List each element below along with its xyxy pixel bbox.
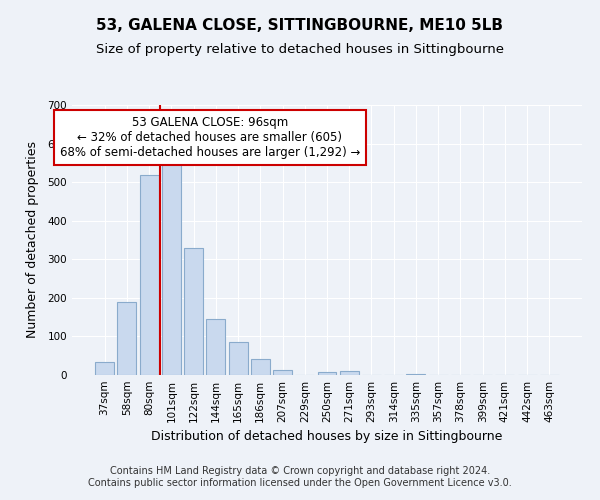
Bar <box>229 342 248 375</box>
Bar <box>162 160 181 375</box>
Text: Contains HM Land Registry data © Crown copyright and database right 2024.
Contai: Contains HM Land Registry data © Crown c… <box>88 466 512 487</box>
Bar <box>406 374 425 375</box>
Bar <box>251 359 270 375</box>
Text: 53, GALENA CLOSE, SITTINGBOURNE, ME10 5LB: 53, GALENA CLOSE, SITTINGBOURNE, ME10 5L… <box>97 18 503 32</box>
Text: Size of property relative to detached houses in Sittingbourne: Size of property relative to detached ho… <box>96 42 504 56</box>
Bar <box>273 370 292 375</box>
Bar <box>206 320 225 375</box>
X-axis label: Distribution of detached houses by size in Sittingbourne: Distribution of detached houses by size … <box>151 430 503 444</box>
Text: 53 GALENA CLOSE: 96sqm
← 32% of detached houses are smaller (605)
68% of semi-de: 53 GALENA CLOSE: 96sqm ← 32% of detached… <box>59 116 360 159</box>
Bar <box>118 302 136 375</box>
Bar <box>140 175 158 375</box>
Bar <box>317 372 337 375</box>
Y-axis label: Number of detached properties: Number of detached properties <box>26 142 39 338</box>
Bar <box>340 371 359 375</box>
Bar <box>95 362 114 375</box>
Bar <box>184 248 203 375</box>
